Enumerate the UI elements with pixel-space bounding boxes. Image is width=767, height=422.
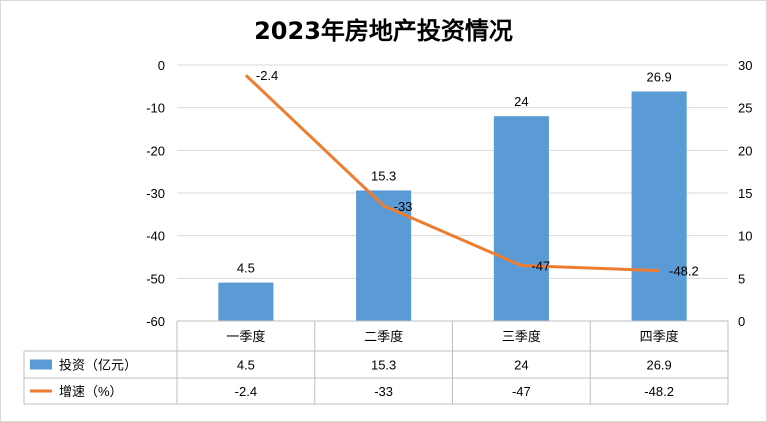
table-line-value: -33 <box>374 384 393 399</box>
line-path <box>244 74 660 273</box>
left-tick-label: -10 <box>146 101 165 116</box>
line-data-labels: -2.4 -33 -47 -48.2 <box>256 68 699 278</box>
table-line-value: -48.2 <box>644 384 674 399</box>
left-tick-label: -30 <box>146 186 165 201</box>
bar-data-label: 26.9 <box>646 69 671 84</box>
table-line-value: -47 <box>512 384 531 399</box>
left-tick-label: -50 <box>146 271 165 286</box>
line-series <box>244 74 660 273</box>
table-bar-value: 4.5 <box>237 358 255 373</box>
left-tick-label: -60 <box>146 314 165 329</box>
bar <box>218 282 274 321</box>
legend-label-line: 增速（%） <box>59 384 123 399</box>
right-tick-label: 20 <box>738 143 752 158</box>
data-table: 一季度 4.5 -2.4 二季度 15.3 -33 三季度 24 -47 四季度 26.9 -48.2… <box>23 320 729 405</box>
table-category-label: 一季度 <box>226 329 265 344</box>
table-bar-value: 15.3 <box>371 358 396 373</box>
line-data-label: -47 <box>531 259 550 274</box>
right-axis-ticks: 30 25 20 15 10 5 0 <box>738 58 752 329</box>
right-tick-label: 30 <box>738 58 752 73</box>
line-data-label: -48.2 <box>669 264 699 279</box>
left-axis-ticks: 0 -10 -20 -30 -40 -50 -60 <box>146 58 165 329</box>
chart-title: 2023年房地产投资情况 <box>254 17 513 45</box>
right-tick-label: 10 <box>738 229 752 244</box>
line-data-label: -2.4 <box>256 68 278 83</box>
bar-data-label: 15.3 <box>371 168 396 183</box>
table-category-label: 二季度 <box>364 329 403 344</box>
bar <box>493 116 549 321</box>
table-line-value: -2.4 <box>235 384 257 399</box>
left-tick-label: -40 <box>146 229 165 244</box>
bar <box>631 91 687 321</box>
bar-series <box>218 91 687 321</box>
left-tick-label: 0 <box>158 58 165 73</box>
bar-data-label: 4.5 <box>237 261 255 276</box>
bar-data-label: 24 <box>514 94 528 109</box>
table-category-label: 四季度 <box>640 329 679 344</box>
left-tick-label: -20 <box>146 143 165 158</box>
line-data-label: -33 <box>394 199 413 214</box>
right-tick-label: 0 <box>738 314 745 329</box>
table-category-label: 三季度 <box>502 329 541 344</box>
table-bar-value: 24 <box>514 358 528 373</box>
legend-label-bar: 投资（亿元） <box>59 358 137 373</box>
table-bar-value: 26.9 <box>646 358 671 373</box>
right-tick-label: 5 <box>738 271 745 286</box>
right-tick-label: 15 <box>738 186 752 201</box>
legend-key-bar <box>30 359 52 370</box>
right-tick-label: 25 <box>738 101 752 116</box>
bar-data-labels: 4.5 15.3 24 26.9 <box>237 69 672 275</box>
